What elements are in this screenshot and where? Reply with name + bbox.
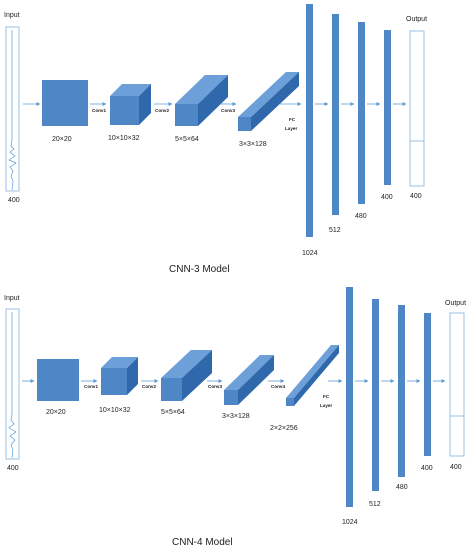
cnn4-fc-1024-bar (346, 287, 353, 507)
cnn4-block-2-size: 10×10×32 (99, 407, 131, 414)
cnn3-block-2 (110, 84, 151, 125)
cnn3-fc-label: FC (289, 117, 296, 122)
cnn3-output-size: 400 (410, 193, 422, 200)
cnn3-fc-512-size: 512 (329, 227, 341, 234)
cnn3-layer-label: Layer (285, 126, 297, 131)
cnn3-output-label: Output (406, 16, 427, 23)
cnn3-fc-400-size: 400 (381, 194, 393, 201)
cnn4-fc-label: FC (323, 394, 330, 399)
cnn3-fc-1024-bar (306, 4, 313, 237)
cnn4-fc-512-size: 512 (369, 501, 381, 508)
cnn4-fc-400-bar (424, 313, 431, 456)
cnn3-model: Input 400 20×20 Conv1 10×10×32 Conv2 5×5… (4, 4, 427, 275)
cnn4-conv2-label: Conv2 (142, 384, 156, 389)
cnn4-block-4-size: 3×3×128 (222, 413, 250, 420)
cnn3-fc-400-bar (384, 30, 391, 185)
cnn3-block-3 (175, 75, 228, 126)
cnn3-conv2-label: Conv2 (155, 108, 169, 113)
cnn4-block-4 (224, 355, 274, 405)
cnn4-conv4-label: Conv4 (271, 384, 285, 389)
cnn4-fc-1024-size: 1024 (342, 519, 358, 526)
cnn4-block-5-size: 2×2×256 (270, 425, 298, 432)
cnn3-conv1-label: Conv1 (92, 108, 106, 113)
cnn4-block-1 (37, 359, 79, 401)
cnn4-fc-512-bar (372, 299, 379, 491)
cnn3-block-4 (238, 72, 299, 131)
cnn3-conv3-label: Conv3 (221, 108, 235, 113)
cnn3-input-label: Input (4, 12, 20, 19)
cnn4-output-label: Output (445, 300, 466, 307)
cnn4-output-box (449, 312, 465, 457)
cnn4-input-size: 400 (7, 465, 19, 472)
cnn3-block-1-size: 20×20 (52, 136, 72, 143)
cnn4-output-size: 400 (450, 464, 462, 471)
cnn3-input-signal (8, 30, 17, 191)
cnn4-block-3-size: 5×5×64 (161, 409, 185, 416)
cnn3-block-3-size: 5×5×64 (175, 136, 199, 143)
cnn4-input-signal (8, 312, 17, 459)
cnn4-conv3-label: Conv3 (208, 384, 222, 389)
cnn3-input-size: 400 (8, 197, 20, 204)
cnn4-layer-label: Layer (320, 403, 332, 408)
cnn4-input-label: Input (4, 295, 20, 302)
cnn3-block-4-size: 3×3×128 (239, 141, 267, 148)
cnn3-fc-480-bar (358, 22, 365, 204)
cnn3-fc-480-size: 480 (355, 213, 367, 220)
cnn3-block-2-size: 10×10×32 (108, 135, 140, 142)
cnn4-caption: CNN-4 Model (172, 537, 233, 548)
cnn3-input-box (5, 26, 20, 192)
cnn3-block-1 (42, 80, 88, 126)
cnn3-fc-512-bar (332, 14, 339, 215)
cnn3-caption: CNN-3 Model (169, 264, 230, 275)
cnn4-fc-480-bar (398, 305, 405, 477)
cnn3-output-box (409, 30, 425, 187)
cnn4-block-5 (286, 345, 339, 406)
cnn4-fc-480-size: 480 (396, 484, 408, 491)
cnn4-conv1-label: Conv1 (84, 384, 98, 389)
cnn4-fc-400-size: 400 (421, 465, 433, 472)
cnn4-block-3 (161, 350, 212, 401)
cnn4-block-2 (101, 357, 138, 395)
cnn4-block-1-size: 20×20 (46, 409, 66, 416)
cnn3-fc-1024-size: 1024 (302, 250, 318, 257)
cnn4-input-box (5, 308, 20, 460)
cnn4-model: Input 400 20×20 Conv1 10×10×32 Conv2 5×5… (4, 287, 466, 548)
